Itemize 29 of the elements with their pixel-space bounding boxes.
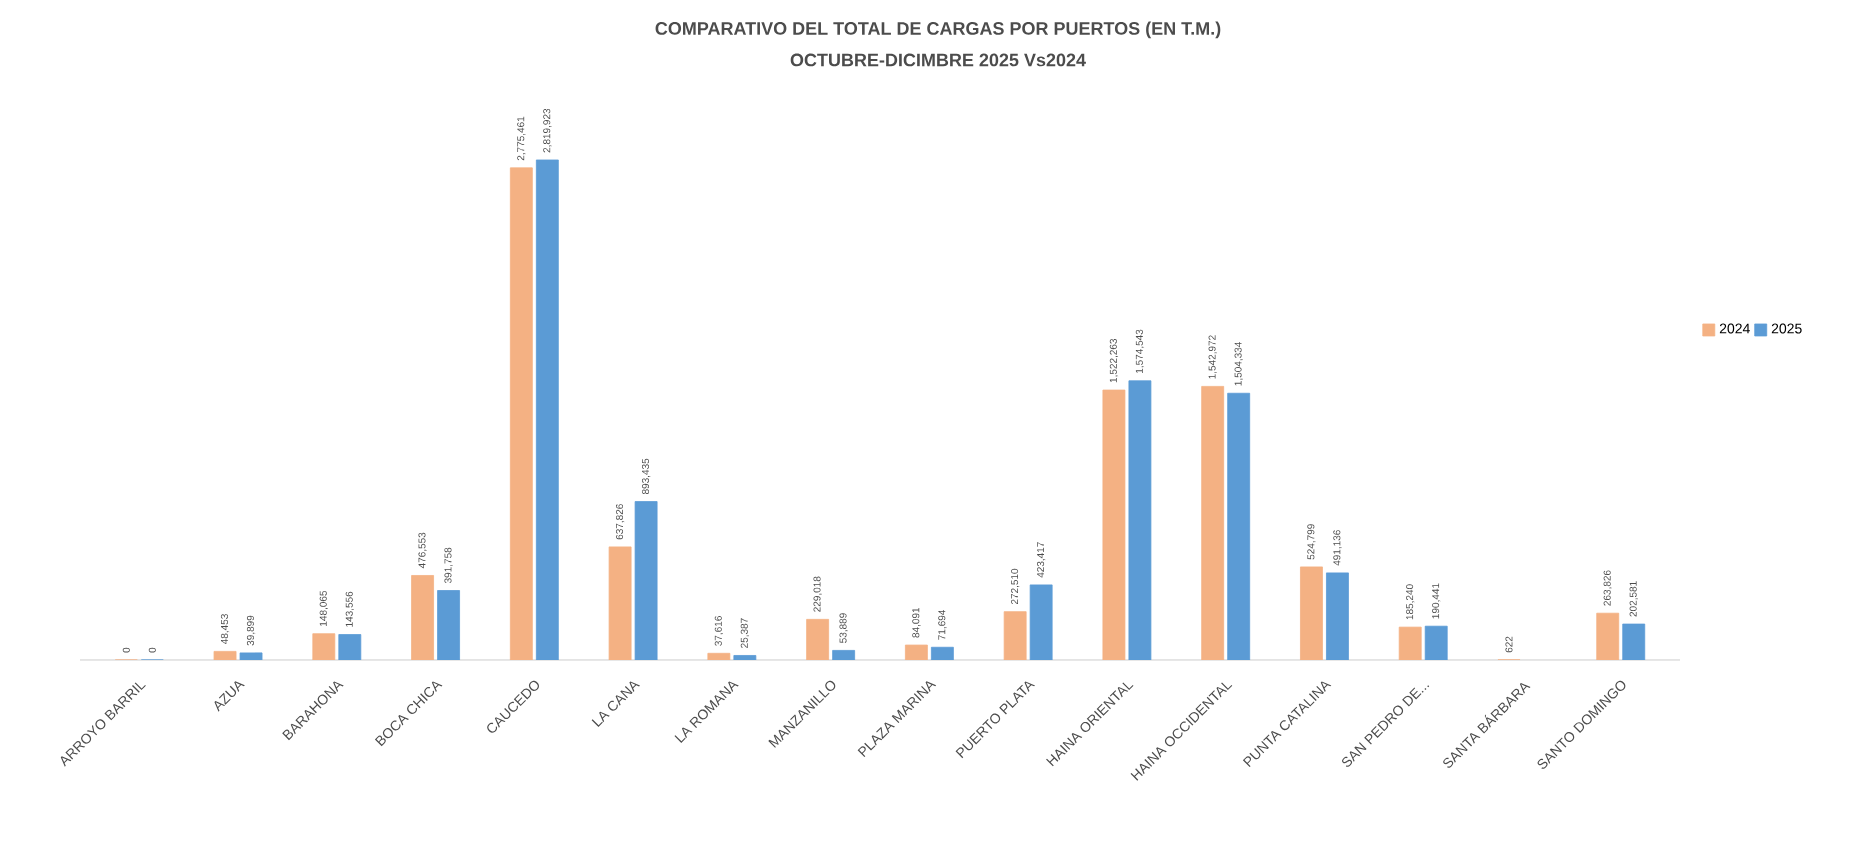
bar: [1326, 572, 1349, 660]
bar: [930, 646, 954, 660]
bar: [1029, 584, 1053, 660]
bar: [509, 167, 533, 660]
bar: [312, 633, 336, 660]
bar: [1201, 385, 1225, 660]
bar: [535, 159, 559, 660]
bar: [1102, 389, 1126, 660]
bar: [1424, 625, 1448, 660]
bar: [1398, 626, 1422, 660]
bar: [806, 618, 830, 660]
bar: [707, 652, 731, 660]
bar: [239, 652, 263, 660]
bar: [1300, 566, 1323, 660]
bar: [1622, 623, 1646, 660]
chart-subtitle: OCTUBRE-DICIMBRE 2025 Vs2024: [790, 53, 1086, 67]
bar: [1227, 392, 1251, 660]
bar: [1128, 380, 1152, 660]
bar: [904, 644, 928, 660]
bar: [634, 501, 658, 660]
chart-title: COMPARATIVO DEL TOTAL DE CARGAS POR PUERTOS (EN T.M.): [655, 21, 1221, 39]
bar: [213, 650, 237, 660]
bar: [608, 546, 632, 660]
bar: [1596, 612, 1620, 660]
bar: [437, 590, 460, 660]
bar: [832, 650, 856, 660]
bar: [1003, 611, 1027, 660]
bar: [338, 634, 362, 660]
bar: [411, 575, 434, 660]
